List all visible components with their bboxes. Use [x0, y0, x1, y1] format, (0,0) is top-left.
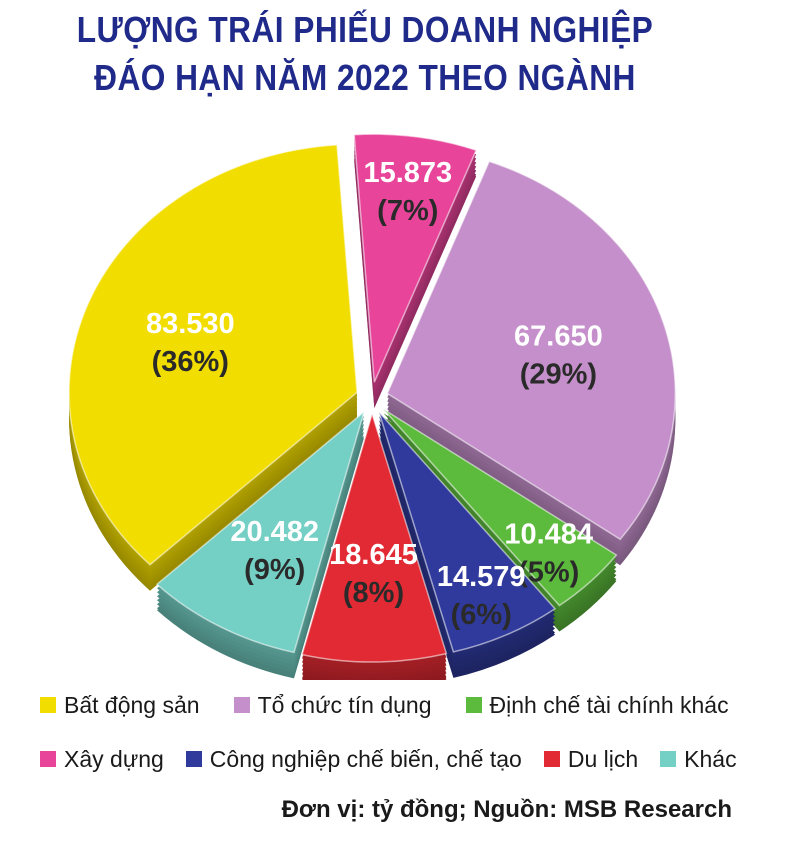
slice-value-label: 18.645: [329, 539, 418, 571]
pie-slice: [382, 408, 618, 607]
legend-item-du-lich: Du lịch: [543, 745, 639, 773]
legend-item-bat-dong-san: Bất động sản: [40, 692, 200, 719]
legend-item-dinh-che-tai-chinh-khac: Định chế tài chính khác: [465, 691, 729, 719]
legend-label: Xây dựng: [64, 745, 164, 772]
slice-value-label: 83.530: [146, 308, 235, 340]
pie-slice: [68, 144, 358, 566]
slice-percent-label: (8%): [343, 577, 404, 609]
legend-label: Tổ chức tín dụng: [257, 691, 432, 718]
legend-label: Công nghiệp chế biến, chế tạo: [209, 745, 522, 772]
pie-chart: 15.873 (7%) 67.650 (29%) 10.484 (5%)14.579 (6%…: [68, 133, 677, 680]
legend-item-cong-nghiep: Công nghiệp chế biến, chế tạo: [185, 745, 522, 773]
legend-swatch: [233, 697, 250, 713]
slice-value-label: 20.482: [230, 516, 319, 548]
legend-swatch: [465, 697, 482, 713]
chart-title-line-2: ĐÁO HẠN NĂM 2022 THEO NGÀNH: [94, 57, 636, 98]
slice-percent-label: (29%): [520, 358, 597, 390]
legend-label: Khác: [684, 745, 737, 772]
slice-value-label: 10.484: [504, 518, 593, 550]
legend-label: Du lịch: [567, 745, 639, 772]
pie-slice: [378, 411, 557, 653]
chart-title: LƯỢNG TRÁI PHIẾU DOANH NGHIỆP ĐÁO HẠN NĂ…: [44, 6, 686, 102]
legend-swatch: [40, 751, 56, 767]
legend-row-2: Xây dựng Công nghiệp chế biến, chế tạo D…: [40, 738, 760, 780]
chart-legend: Bất động sản Tổ chức tín dụng Định chế t…: [40, 684, 760, 792]
legend-label: Bất động sản: [64, 691, 200, 718]
legend-item-xay-dung: Xây dựng: [40, 746, 164, 773]
legend-label: Định chế tài chính khác: [489, 691, 729, 718]
legend-item-khac: Khác: [660, 745, 737, 773]
pie-slice: [155, 409, 366, 654]
slice-value-label: 67.650: [514, 320, 603, 352]
legend-row-1: Bất động sản Tổ chức tín dụng Định chế t…: [40, 684, 760, 726]
slice-value-label: 15.873: [363, 157, 452, 189]
pie-labels: 15.873 (7%) 67.650 (29%) 10.484 (5%)14.579 (6%…: [146, 157, 603, 631]
slice-value-label: 14.579: [437, 561, 526, 593]
legend-swatch: [40, 697, 56, 713]
slice-percent-label: (6%): [451, 599, 512, 631]
pie-slice: [386, 160, 677, 541]
slice-percent-label: (7%): [377, 195, 438, 227]
pie-slices: [68, 133, 677, 663]
legend-swatch: [543, 751, 560, 767]
legend-swatch: [185, 751, 202, 767]
slice-percent-label: (36%): [152, 346, 229, 378]
pie-slice: [301, 411, 448, 663]
chart-title-line-1: LƯỢNG TRÁI PHIẾU DOANH NGHIỆP: [76, 9, 654, 50]
legend-swatch: [660, 751, 677, 767]
source-note: Đơn vị: tỷ đồng; Nguồn: MSB Research: [281, 796, 732, 823]
slice-percent-label: (9%): [244, 554, 305, 586]
pie-slice: [353, 133, 478, 383]
legend-item-to-chuc-tin-dung: Tổ chức tín dụng: [233, 691, 432, 719]
slice-percent-label: (5%): [518, 556, 579, 588]
